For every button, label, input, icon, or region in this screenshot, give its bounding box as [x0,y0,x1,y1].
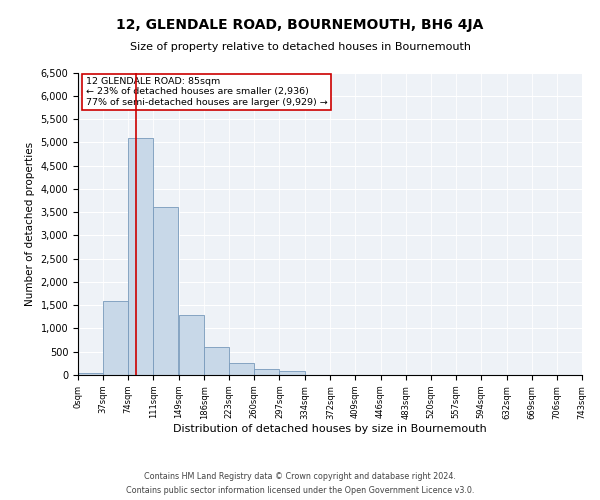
Bar [179,314,204,375]
X-axis label: Distribution of detached houses by size in Bournemouth: Distribution of detached houses by size … [173,424,487,434]
Bar [204,347,229,375]
Text: 12 GLENDALE ROAD: 85sqm
← 23% of detached houses are smaller (2,936)
77% of semi: 12 GLENDALE ROAD: 85sqm ← 23% of detache… [86,77,328,107]
Bar [280,371,305,375]
Bar [153,208,178,375]
Bar [254,370,280,375]
Text: Contains HM Land Registry data © Crown copyright and database right 2024.: Contains HM Land Registry data © Crown c… [144,472,456,481]
Text: 12, GLENDALE ROAD, BOURNEMOUTH, BH6 4JA: 12, GLENDALE ROAD, BOURNEMOUTH, BH6 4JA [116,18,484,32]
Bar [103,300,128,375]
Bar [78,372,103,375]
Text: Contains public sector information licensed under the Open Government Licence v3: Contains public sector information licen… [126,486,474,495]
Text: Size of property relative to detached houses in Bournemouth: Size of property relative to detached ho… [130,42,470,52]
Y-axis label: Number of detached properties: Number of detached properties [25,142,35,306]
Bar [128,138,153,375]
Bar [229,364,254,375]
